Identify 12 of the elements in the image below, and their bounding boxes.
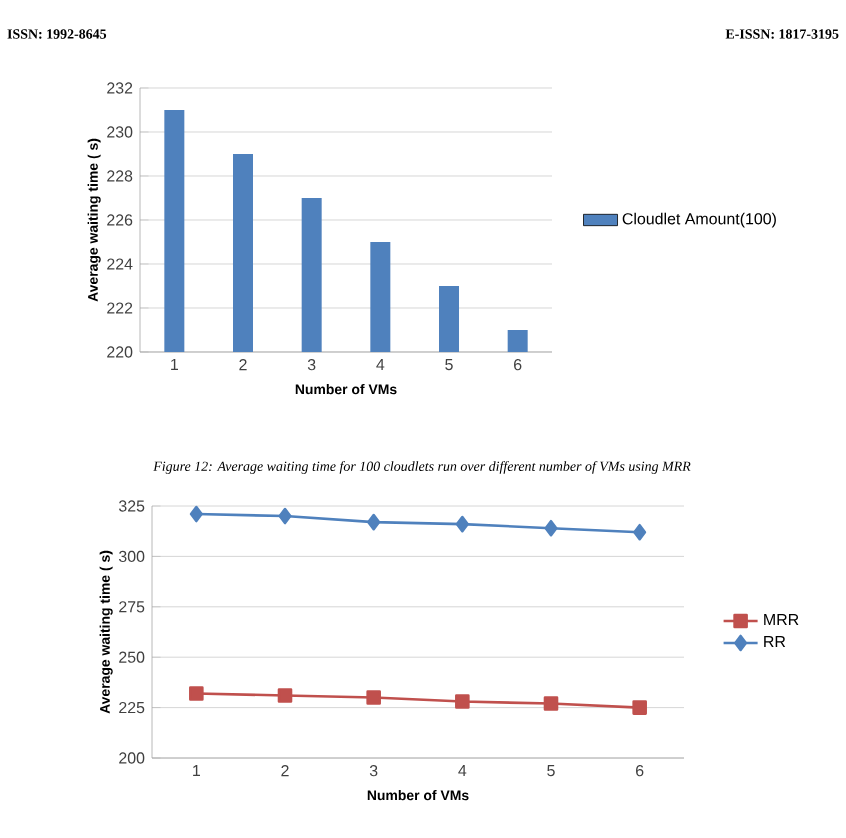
point: [544, 519, 558, 537]
point: [633, 523, 647, 541]
point: [366, 690, 381, 705]
point: [455, 694, 470, 709]
point: [632, 700, 647, 715]
point: [367, 513, 381, 531]
point: [278, 507, 292, 525]
point: [543, 696, 559, 711]
point: [189, 686, 204, 701]
point: [455, 515, 469, 533]
point: [189, 505, 203, 523]
point: [277, 688, 293, 703]
